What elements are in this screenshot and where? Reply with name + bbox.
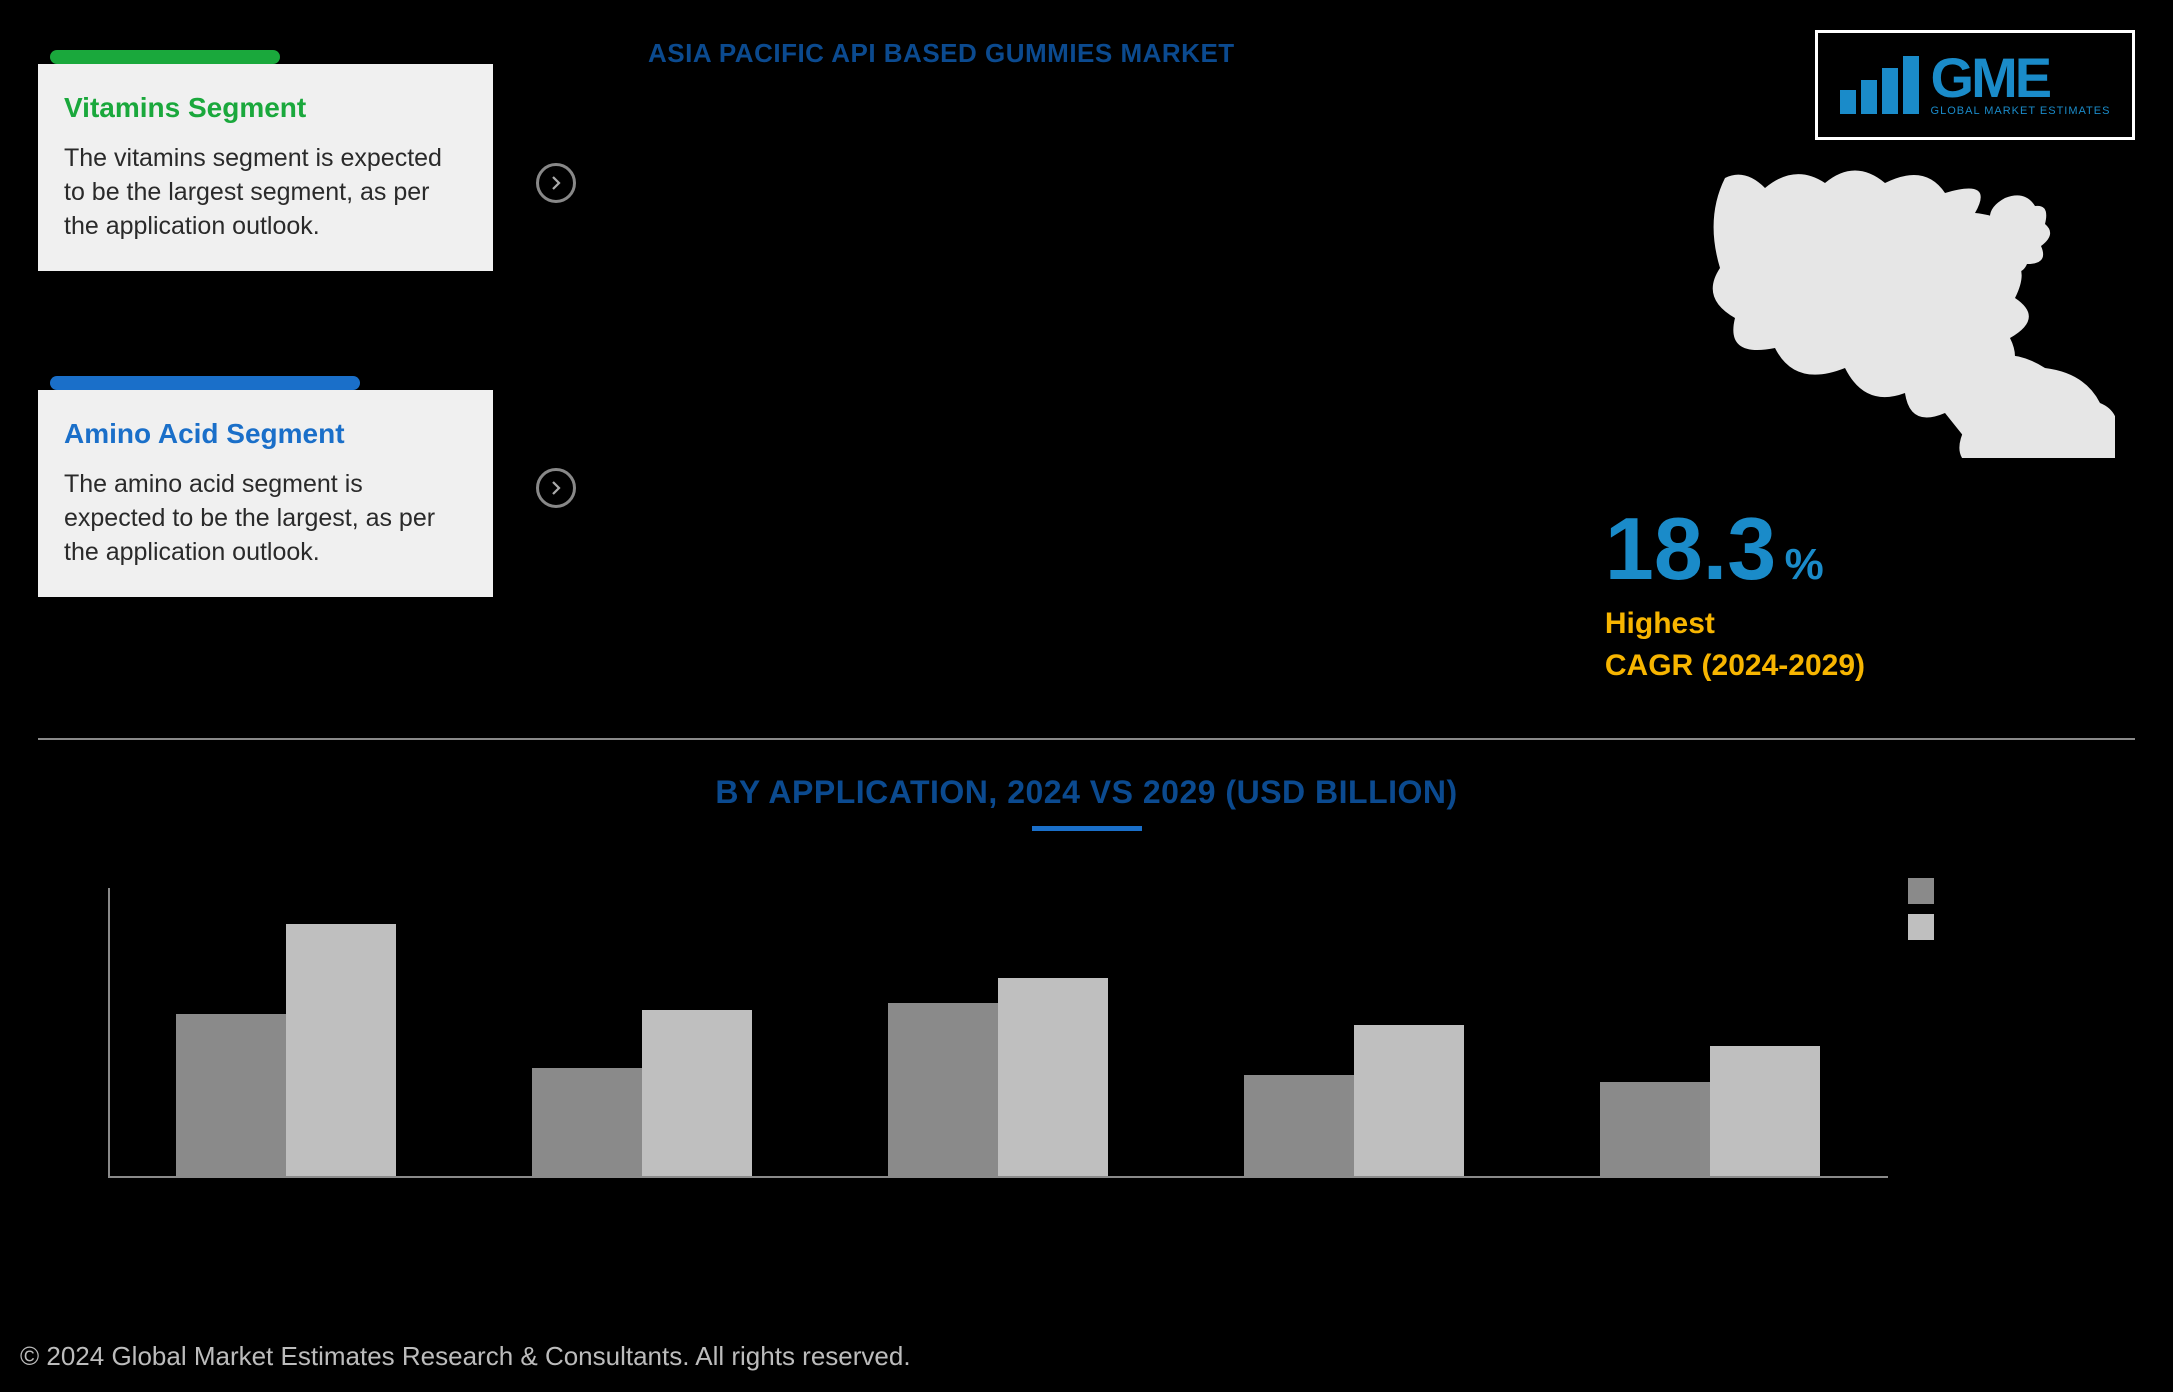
segment-card-vitamins: Vitamins Segment The vitamins segment is… [38,50,493,271]
page-title: ASIA PACIFIC API BASED GUMMIES MARKET [648,38,1235,69]
bar [532,1068,642,1176]
brand-logo: GME GLOBAL MARKET ESTIMATES [1815,30,2135,140]
legend-swatch [1908,914,1934,940]
bar [998,978,1108,1176]
logo-bars-icon [1840,56,1919,114]
legend-item [1908,878,2028,904]
card-text: The amino acid segment is expected to be… [64,468,467,569]
chart-x-axis [108,1176,1888,1178]
bar-pair [888,978,1108,1176]
logo-main: GME [1931,53,2111,103]
bar [888,1003,998,1176]
bar-pair [1600,1046,1820,1176]
cagr-metric: 18.3 % Highest CAGR (2024-2029) [1605,498,1865,684]
bar-pair [176,924,396,1176]
segment-card-amino: Amino Acid Segment The amino acid segmen… [38,376,493,597]
chart-title-underline [1032,826,1142,831]
logo-text: GME GLOBAL MARKET ESTIMATES [1931,53,2111,117]
bar [176,1014,286,1176]
bar [1600,1082,1710,1176]
legend-item [1908,914,2028,940]
copyright-text: © 2024 Global Market Estimates Research … [20,1341,911,1372]
card-accent [50,376,360,390]
logo-sub: GLOBAL MARKET ESTIMATES [1931,105,2111,117]
bar [1354,1025,1464,1176]
card-title: Amino Acid Segment [64,418,467,450]
bar [286,924,396,1176]
bar [642,1010,752,1176]
card-title: Vitamins Segment [64,92,467,124]
bar [1244,1075,1354,1176]
chart-bars [108,888,1888,1176]
metric-label-1: Highest [1605,606,1865,642]
metric-label-2: CAGR (2024-2029) [1605,648,1865,684]
card-accent [50,50,280,64]
metric-unit: % [1785,540,1824,590]
card-text: The vitamins segment is expected to be t… [64,142,467,243]
chart-title: BY APPLICATION, 2024 VS 2029 (USD BILLIO… [8,774,2165,811]
bar-pair [532,1010,752,1176]
legend-swatch [1908,878,1934,904]
metric-value: 18.3 [1605,498,1776,600]
bar-pair [1244,1025,1464,1176]
application-bar-chart [108,878,2028,1238]
chevron-right-icon [536,468,576,508]
bar [1710,1046,1820,1176]
section-divider [38,738,2135,740]
asia-pacific-map-icon [1695,158,2115,458]
chart-legend [1908,878,2028,940]
chevron-right-icon [536,163,576,203]
